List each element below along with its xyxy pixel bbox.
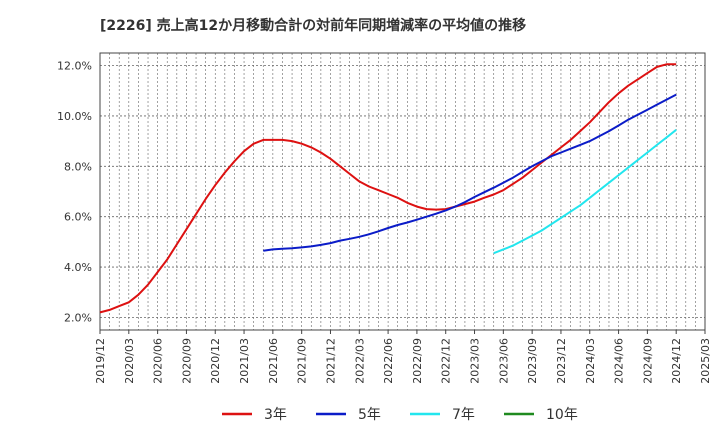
x-tick-label: 2020/03 xyxy=(123,338,136,384)
y-axis: 2.0% 4.0% 6.0% 8.0% 10.0% 12.0% xyxy=(57,60,92,325)
y-tick-label: 8.0% xyxy=(64,160,92,173)
y-tick-label: 4.0% xyxy=(64,261,92,274)
x-tick-label: 2022/09 xyxy=(411,338,424,384)
x-tick-label: 2021/09 xyxy=(296,338,309,384)
y-tick-label: 2.0% xyxy=(64,311,92,324)
x-tick-label: 2023/06 xyxy=(497,338,510,384)
x-tick-label: 2020/09 xyxy=(180,338,193,384)
legend-label: 5年 xyxy=(358,407,381,423)
series-line xyxy=(99,63,677,314)
x-tick-label: 2024/12 xyxy=(670,338,683,384)
legend-label: 10年 xyxy=(546,407,578,423)
y-tick-label: 6.0% xyxy=(64,211,92,224)
x-tick-label: 2023/09 xyxy=(526,338,539,384)
x-tick-label: 2021/06 xyxy=(267,338,280,384)
x-tick-label: 2023/12 xyxy=(555,338,568,384)
x-axis: 2019/12 2020/03 2020/06 2020/09 2020/12 2021/… xyxy=(94,330,712,384)
x-tick-label: 2025/03 xyxy=(699,338,712,384)
grid xyxy=(99,53,706,330)
x-tick-label: 2019/12 xyxy=(94,338,107,384)
x-tick-label: 2024/06 xyxy=(613,338,626,384)
plot-frame xyxy=(99,52,706,331)
x-tick-label: 2021/12 xyxy=(324,338,337,384)
x-tick-label: 2021/03 xyxy=(238,338,251,384)
x-tick-label: 2024/09 xyxy=(641,338,654,384)
series-line xyxy=(263,93,677,252)
x-tick-label: 2023/03 xyxy=(469,338,482,384)
x-tick-label: 2022/03 xyxy=(353,338,366,384)
series-lines xyxy=(99,63,677,314)
x-tick-label: 2024/03 xyxy=(584,338,597,384)
y-tick-label: 10.0% xyxy=(57,110,92,123)
y-tick-label: 12.0% xyxy=(57,60,92,73)
x-tick-label: 2022/12 xyxy=(440,338,453,384)
legend-label: 3年 xyxy=(264,407,287,423)
series-line xyxy=(493,129,677,255)
x-tick-label: 2022/06 xyxy=(382,338,395,384)
legend-label: 7年 xyxy=(452,407,475,423)
x-tick-label: 2020/12 xyxy=(209,338,222,384)
chart-title: [2226] 売上高12か月移動合計の対前年同期増減率の平均値の推移 xyxy=(100,17,526,34)
legend: 3年 5年 7年 10年 xyxy=(222,407,578,423)
x-tick-label: 2020/06 xyxy=(152,338,165,384)
